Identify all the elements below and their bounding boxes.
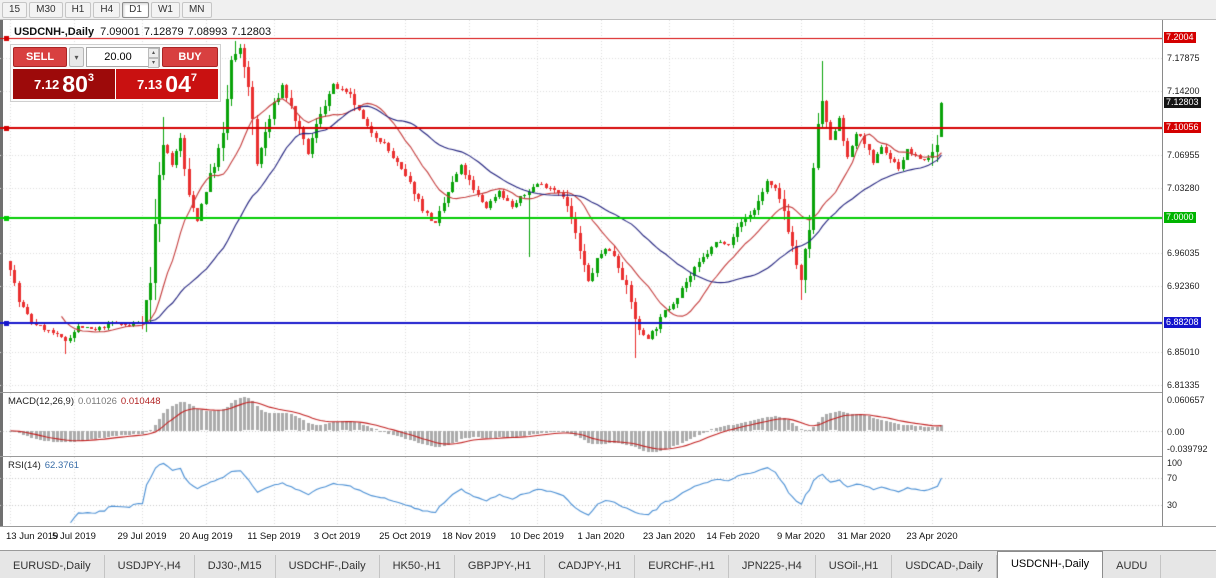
- date-label: 9 Mar 2020: [776, 531, 826, 542]
- macd-main-value: 0.011026: [78, 396, 117, 407]
- price-axis[interactable]: 7.17875 7.14200 7.06955 7.03280 6.96035 6.923…: [1162, 20, 1216, 526]
- macd-signal-value: 0.010448: [120, 396, 161, 407]
- rsi-pane-canvas[interactable]: [0, 457, 1162, 526]
- timeframe-button-m30[interactable]: M30: [29, 1, 63, 18]
- date-label: 31 Mar 2020: [837, 531, 891, 542]
- time-axis[interactable]: 13 Jun 2019 5 Jul 2019 29 Jul 2019 20 Aug 2…: [0, 527, 1162, 550]
- date-label: 23 Apr 2020: [906, 531, 958, 542]
- date-label: 3 Oct 2019: [313, 531, 361, 542]
- macd-axis-zero: 0.00: [1167, 426, 1185, 437]
- timeframe-toolbar: 15 M30 H1 H4 D1 W1 MN: [0, 0, 1216, 20]
- timeframe-button-h4[interactable]: H4: [93, 1, 121, 18]
- volume-down-button[interactable]: ▾: [148, 58, 159, 68]
- date-label: 10 Dec 2019: [510, 531, 564, 542]
- ask-price-pips: 04: [165, 71, 191, 97]
- rsi-indicator-label: RSI(14) 62.3761: [8, 460, 79, 471]
- date-label: 5 Jul 2019: [52, 531, 96, 542]
- price-level-label: 7.10056: [1164, 121, 1201, 133]
- ohlc-close: 7.12803: [231, 26, 272, 38]
- date-label: 14 Feb 2020: [706, 531, 760, 542]
- date-label: 11 Sep 2019: [247, 531, 301, 542]
- bid-price-point: 3: [87, 72, 95, 84]
- price-tick: 7.14200: [1167, 85, 1200, 96]
- chart-tabs-bar: EURUSD-,Daily USDJPY-,H4 DJ30-,M15 USDCHF-,…: [0, 550, 1216, 578]
- chart-title: USDCNH-,Daily 7.09001 7.12879 7.08993 7.1280…: [14, 26, 275, 38]
- timeframe-button-h1[interactable]: H1: [64, 1, 92, 18]
- price-tick: 6.92360: [1167, 280, 1200, 291]
- chart-tab-usdchf-daily[interactable]: USDCHF-,Daily: [275, 555, 380, 578]
- price-tick: 7.06955: [1167, 150, 1200, 161]
- ask-price-point: 7: [190, 72, 198, 84]
- rsi-value: 62.3761: [44, 460, 80, 471]
- macd-pane-canvas[interactable]: [0, 393, 1162, 456]
- chart-tab-dj30-m15[interactable]: DJ30-,M15: [194, 555, 276, 578]
- macd-axis-max: 0.060657: [1167, 395, 1205, 405]
- chart-tab-cadjpy-h1[interactable]: CADJPY-,H1: [545, 555, 636, 578]
- macd-axis-min: -0.039792: [1167, 444, 1208, 454]
- ohlc-open: 7.09001: [100, 26, 140, 38]
- up-arrow-icon: ▴: [151, 50, 155, 56]
- chart-tab-usoil-h1[interactable]: USOil-,H1: [815, 555, 893, 578]
- rsi-name: RSI(14): [8, 460, 41, 471]
- pane-separator[interactable]: [0, 526, 1216, 527]
- price-tick: 6.96035: [1167, 248, 1200, 259]
- macd-name: MACD(12,26,9): [8, 396, 74, 407]
- current-price-label: 7.12803: [1164, 97, 1201, 109]
- buy-button[interactable]: BUY: [162, 47, 218, 67]
- chevron-down-icon: ▾: [74, 52, 79, 62]
- date-label: 13 Jun 2019: [6, 531, 59, 542]
- ohlc-low: 7.08993: [187, 26, 228, 38]
- timeframe-button-mn[interactable]: MN: [181, 1, 212, 18]
- macd-indicator-label: MACD(12,26,9) 0.011026 0.010448: [8, 396, 161, 407]
- volume-spinner: ▴ ▾: [148, 48, 159, 68]
- price-level-label: 6.88208: [1164, 317, 1201, 329]
- price-level-label: 7.2004: [1164, 32, 1196, 44]
- volume-input[interactable]: [86, 47, 160, 67]
- bid-panel[interactable]: 7.12 80 3: [13, 69, 115, 99]
- timeframe-button-w1[interactable]: W1: [150, 1, 180, 18]
- volume-field: ▴ ▾: [86, 47, 160, 68]
- bid-price-pips: 80: [62, 71, 88, 97]
- ask-panel[interactable]: 7.13 04 7: [116, 69, 218, 99]
- down-arrow-icon: ▾: [151, 60, 155, 66]
- chart-tab-eurusd-daily[interactable]: EURUSD-,Daily: [0, 555, 105, 578]
- chart-tab-gbpjpy-h1[interactable]: GBPJPY-,H1: [454, 555, 546, 578]
- chart-tab-usdjpy-h4[interactable]: USDJPY-,H4: [104, 555, 195, 578]
- sell-button[interactable]: SELL: [13, 47, 67, 67]
- volume-up-button[interactable]: ▴: [148, 48, 159, 58]
- price-tick: 7.03280: [1167, 183, 1200, 194]
- date-label: 25 Oct 2019: [379, 531, 431, 542]
- chart-tab-hk50-h1[interactable]: HK50-,H1: [379, 555, 455, 578]
- price-tick: 6.81335: [1167, 379, 1200, 390]
- ohlc-high: 7.12879: [143, 26, 184, 38]
- price-tick: 6.85010: [1167, 346, 1200, 357]
- rsi-axis-100: 100: [1167, 458, 1183, 468]
- date-label: 23 Jan 2020: [642, 531, 696, 542]
- date-label: 29 Jul 2019: [117, 531, 167, 542]
- chart-symbol: USDCNH-,Daily: [14, 26, 95, 38]
- chart-tab-usdcnh-daily[interactable]: USDCNH-,Daily: [996, 551, 1104, 578]
- one-click-controls-row: SELL ▾ ▴ ▾ BUY: [13, 47, 218, 68]
- bid-price-main: 7.12: [33, 76, 60, 92]
- chart-tab-jpn225-h4[interactable]: JPN225-,H4: [728, 555, 816, 578]
- price-tick: 7.17875: [1167, 52, 1200, 63]
- chart-tab-usdcad-daily[interactable]: USDCAD-,Daily: [892, 555, 997, 578]
- ask-price-main: 7.13: [136, 76, 163, 92]
- rsi-axis-70: 70: [1167, 472, 1178, 483]
- oneclick-options-dropdown[interactable]: ▾: [69, 47, 84, 67]
- chart-tab-eurchf-h1[interactable]: EURCHF-,H1: [635, 555, 729, 578]
- rsi-axis-30: 30: [1167, 500, 1178, 511]
- date-label: 20 Aug 2019: [179, 531, 233, 542]
- date-label: 1 Jan 2020: [577, 531, 625, 542]
- one-click-prices-row: 7.12 80 3 7.13 04 7: [13, 69, 218, 99]
- timeframe-button-15[interactable]: 15: [2, 1, 28, 18]
- pane-separator[interactable]: [0, 456, 1216, 457]
- pane-separator[interactable]: [0, 392, 1216, 393]
- timeframe-button-d1[interactable]: D1: [122, 1, 149, 18]
- price-level-label: 7.0000: [1164, 211, 1196, 223]
- chart-tab-audu[interactable]: AUDU: [1103, 555, 1162, 578]
- date-label: 18 Nov 2019: [442, 531, 496, 542]
